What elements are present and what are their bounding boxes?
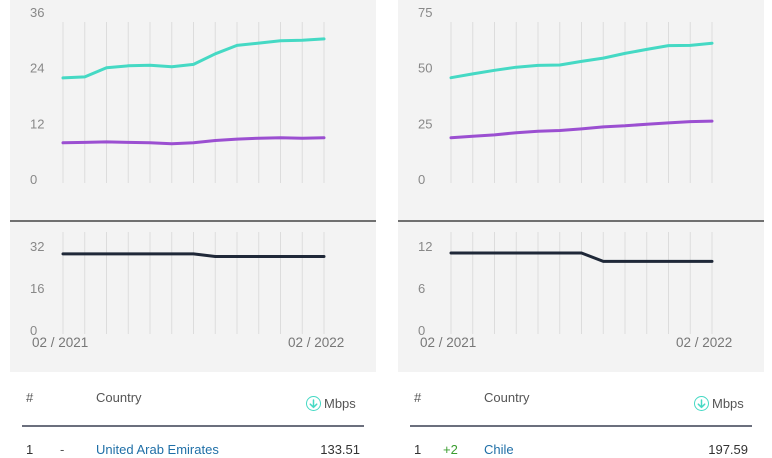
right-upper-chart: 0 25 50 75 xyxy=(418,5,714,187)
y-tick-label: 75 xyxy=(418,5,432,20)
row-rank-change: - xyxy=(60,442,65,457)
row-rank: 1 xyxy=(414,442,422,457)
date-end-label: 02 / 2022 xyxy=(676,335,732,350)
header-country: Country xyxy=(96,390,142,405)
table-divider xyxy=(410,425,752,427)
y-tick-label: 0 xyxy=(30,172,37,187)
series-line xyxy=(61,252,326,258)
row-country-link[interactable]: Chile xyxy=(484,442,514,457)
left-panel: 0 12 24 36 0 16 32 02 / 2021 02 / 2022 # Coun… xyxy=(10,0,376,458)
series-line xyxy=(61,37,326,80)
y-tick-label: 12 xyxy=(418,239,432,254)
date-end-label: 02 / 2022 xyxy=(288,335,344,350)
arrow-down-circle-icon xyxy=(694,396,709,411)
right-charts: 0 25 50 75 0 6 12 02 / 2021 02 / 2022 xyxy=(398,5,764,350)
right-panel: 0 25 50 75 0 6 12 02 / 2021 02 / 2022 # Count… xyxy=(398,0,764,458)
row-country-link[interactable]: United Arab Emirates xyxy=(96,442,219,457)
y-tick-label: 32 xyxy=(30,239,44,254)
mbps-label: Mbps xyxy=(324,396,356,411)
header-rank: # xyxy=(26,390,34,405)
y-tick-label: 12 xyxy=(30,116,44,131)
header-country: Country xyxy=(484,390,530,405)
left-lower-chart: 0 16 32 xyxy=(30,232,326,338)
y-tick-label: 16 xyxy=(30,281,44,296)
arrow-down-circle-icon xyxy=(306,396,321,411)
left-charts: 0 12 24 36 0 16 32 02 / 2021 02 / 2022 xyxy=(10,5,376,350)
y-tick-label: 24 xyxy=(30,61,44,76)
table-divider xyxy=(22,425,364,427)
header-rank: # xyxy=(414,390,422,405)
right-lower-chart: 0 6 12 xyxy=(418,232,714,338)
series-line xyxy=(61,136,326,146)
left-upper-chart: 0 12 24 36 xyxy=(30,5,326,187)
ranking-table: # Country Mbps 1 - United Arab Emirates … xyxy=(10,372,376,458)
row-speed: 133.51 xyxy=(320,442,360,457)
y-tick-label: 0 xyxy=(418,172,425,187)
header-mbps[interactable]: Mbps xyxy=(306,396,356,411)
y-tick-label: 6 xyxy=(418,281,425,296)
ranking-table: # Country Mbps 1 +2 Chile 197.59 xyxy=(398,372,764,458)
series-line xyxy=(449,119,714,140)
y-tick-label: 50 xyxy=(418,61,432,76)
row-rank: 1 xyxy=(26,442,34,457)
date-start-label: 02 / 2021 xyxy=(32,335,88,350)
y-tick-label: 25 xyxy=(418,116,432,131)
row-speed: 197.59 xyxy=(708,442,748,457)
series-line xyxy=(449,41,714,80)
y-tick-label: 0 xyxy=(418,323,425,338)
date-start-label: 02 / 2021 xyxy=(420,335,476,350)
row-rank-change: +2 xyxy=(443,442,458,457)
mbps-label: Mbps xyxy=(712,396,744,411)
header-mbps[interactable]: Mbps xyxy=(694,396,744,411)
y-tick-label: 36 xyxy=(30,5,44,20)
series-line xyxy=(449,251,714,263)
y-tick-label: 0 xyxy=(30,323,37,338)
